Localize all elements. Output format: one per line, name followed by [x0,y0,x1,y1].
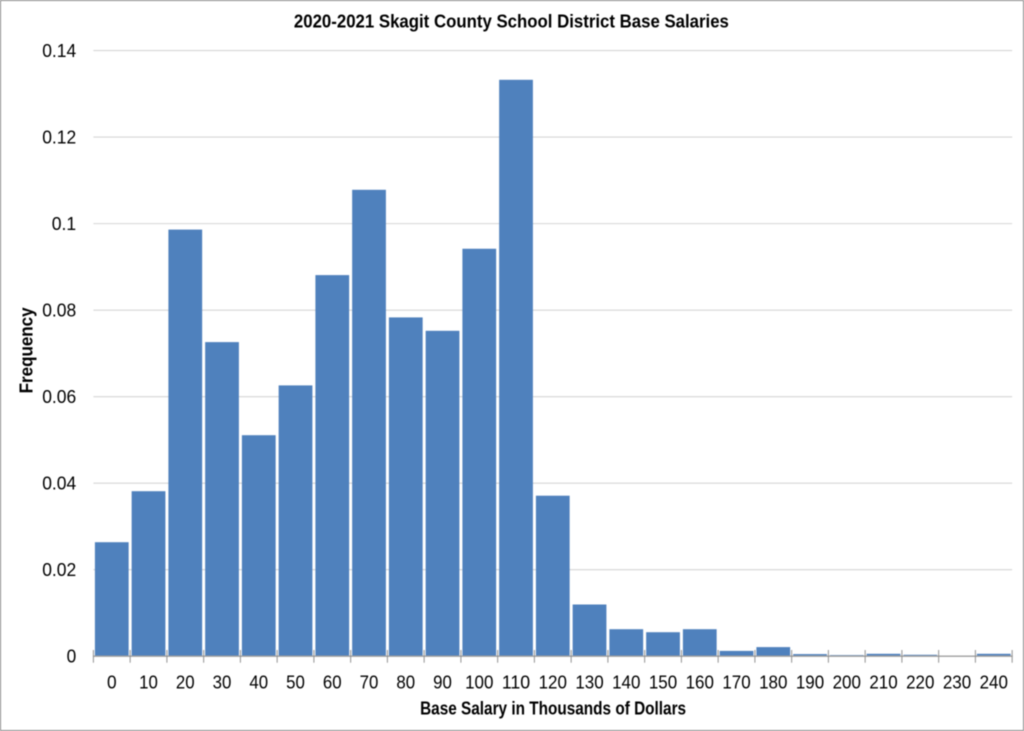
svg-text:0.08: 0.08 [42,299,76,320]
svg-text:100: 100 [465,671,493,692]
svg-text:0.1: 0.1 [52,213,76,234]
svg-text:0: 0 [107,671,117,692]
svg-text:60: 60 [323,671,342,692]
svg-text:40: 40 [249,671,268,692]
svg-text:50: 50 [286,671,305,692]
svg-text:0.06: 0.06 [42,386,76,407]
svg-text:0: 0 [67,646,77,667]
svg-text:190: 190 [796,671,824,692]
svg-text:160: 160 [686,671,714,692]
svg-text:20: 20 [176,671,195,692]
svg-text:200: 200 [833,671,861,692]
svg-text:2020-2021 Skagit County School: 2020-2021 Skagit County School District … [294,10,729,31]
svg-text:170: 170 [722,671,750,692]
svg-text:0.12: 0.12 [42,126,76,147]
svg-text:70: 70 [360,671,379,692]
svg-text:0.04: 0.04 [42,472,76,493]
svg-text:230: 230 [943,671,971,692]
svg-text:30: 30 [213,671,232,692]
svg-text:90: 90 [433,671,452,692]
svg-text:180: 180 [759,671,787,692]
svg-text:120: 120 [539,671,567,692]
svg-text:140: 140 [612,671,640,692]
svg-text:240: 240 [980,671,1008,692]
svg-text:Frequency: Frequency [15,307,36,394]
svg-text:210: 210 [869,671,897,692]
svg-text:150: 150 [649,671,677,692]
svg-text:130: 130 [575,671,603,692]
svg-text:0.02: 0.02 [42,559,76,580]
svg-text:110: 110 [502,671,530,692]
svg-text:0.14: 0.14 [42,40,76,61]
svg-text:80: 80 [396,671,415,692]
svg-text:220: 220 [906,671,934,692]
svg-text:Base Salary in Thousands of Do: Base Salary in Thousands of Dollars [420,697,686,718]
svg-text:10: 10 [139,671,158,692]
